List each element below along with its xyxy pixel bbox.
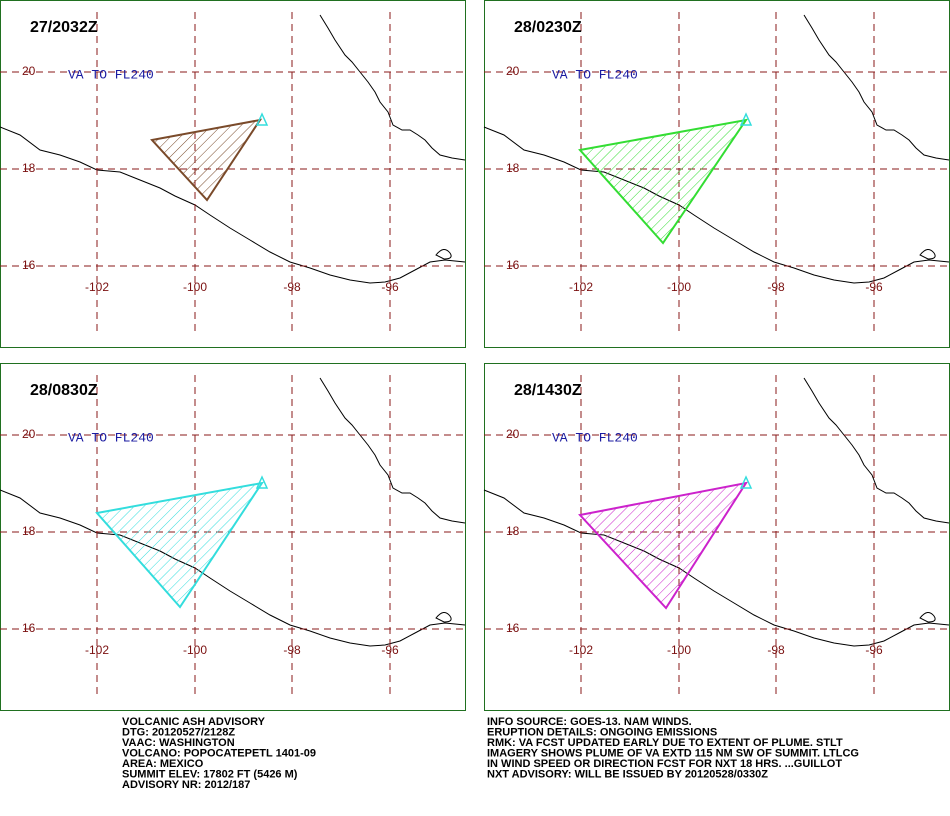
volcano-marker <box>255 112 269 126</box>
island <box>919 249 936 260</box>
lon-label: -98 <box>767 643 785 657</box>
lon-label: -100 <box>183 280 207 294</box>
flight-level: VA TO FL240 <box>68 67 154 82</box>
lon-label: -98 <box>283 643 301 657</box>
lat-label: 18 <box>506 524 520 538</box>
lon-label: -96 <box>865 643 883 657</box>
lon-label: -100 <box>667 280 691 294</box>
advisory-line: AREA: MEXICO <box>122 758 204 770</box>
lon-label: -100 <box>667 643 691 657</box>
ash-plume <box>578 118 749 245</box>
lon-label: -102 <box>85 280 109 294</box>
forecast-time: 28/1430Z <box>514 382 582 399</box>
lat-label: 18 <box>22 161 36 175</box>
advisory-line: NXT ADVISORY: WILL BE ISSUED BY 20120528… <box>487 768 768 780</box>
advisory-line: INFO SOURCE: GOES-13. NAM WINDS. <box>487 716 692 728</box>
island <box>435 612 452 623</box>
panel-frame <box>0 363 466 711</box>
island <box>435 249 452 260</box>
advisory-line: VOLCANIC ASH ADVISORY <box>122 716 266 728</box>
coastline <box>483 126 950 284</box>
forecast-time: 27/2032Z <box>30 19 98 36</box>
lat-label: 16 <box>506 621 520 635</box>
map-panel: 20 18 16 -102 -100 -98 -96 28/1430Z VA TO FL240 <box>483 363 950 711</box>
island <box>919 612 936 623</box>
coastline <box>0 489 466 647</box>
advisory-line: VAAC: WASHINGTON <box>122 737 235 749</box>
forecast-time: 28/0830Z <box>30 382 98 399</box>
panel-frame <box>484 363 950 711</box>
lat-label: 20 <box>506 427 520 441</box>
coastline <box>319 377 466 524</box>
ash-plume <box>95 481 265 609</box>
coastline <box>803 14 950 161</box>
flight-level: VA TO FL240 <box>552 67 638 82</box>
lat-label: 18 <box>22 524 36 538</box>
flight-level: VA TO FL240 <box>68 430 154 445</box>
lon-label: -100 <box>183 643 207 657</box>
lat-label: 20 <box>506 64 520 78</box>
lat-label: 20 <box>22 427 36 441</box>
lon-label: -98 <box>767 280 785 294</box>
lat-label: 16 <box>22 258 36 272</box>
coastline <box>0 126 466 284</box>
forecast-time: 28/0230Z <box>514 19 582 36</box>
lon-label: -96 <box>865 280 883 294</box>
volcano-marker <box>739 475 753 489</box>
advisory-line: ERUPTION DETAILS: ONGOING EMISSIONS <box>487 726 717 738</box>
panel-frame <box>484 0 950 348</box>
map-panel: 20 18 16 -102 -100 -98 -96 28/0830Z VA TO FL240 <box>0 363 466 711</box>
lon-label: -98 <box>283 280 301 294</box>
map-panel: 20 18 16 -102 -100 -98 -96 27/2032Z VA TO FL240 <box>0 0 466 348</box>
advisory-line: IN WIND SPEED OR DIRECTION FCST FOR NXT … <box>487 758 842 770</box>
lat-label: 20 <box>22 64 36 78</box>
ash-plume <box>150 118 263 202</box>
advisory-line: ADVISORY NR: 2012/187 <box>122 779 250 791</box>
lon-label: -102 <box>569 280 593 294</box>
volcano-marker <box>255 475 269 489</box>
volcano-marker <box>739 112 753 126</box>
lat-label: 16 <box>22 621 36 635</box>
advisory-line: DTG: 20120527/2128Z <box>122 726 235 738</box>
lon-label: -96 <box>381 643 399 657</box>
lon-label: -102 <box>85 643 109 657</box>
lon-label: -102 <box>569 643 593 657</box>
lon-label: -96 <box>381 280 399 294</box>
panel-frame <box>0 0 466 348</box>
coastline <box>319 14 466 161</box>
advisory-line: SUMMIT ELEV: 17802 FT (5426 M) <box>122 768 298 780</box>
flight-level: VA TO FL240 <box>552 430 638 445</box>
advisory-line: RMK: VA FCST UPDATED EARLY DUE TO EXTENT… <box>487 737 843 749</box>
ash-plume <box>578 481 749 610</box>
lat-label: 16 <box>506 258 520 272</box>
lat-label: 18 <box>506 161 520 175</box>
coastline <box>803 377 950 524</box>
map-panel: 20 18 16 -102 -100 -98 -96 28/0230Z VA TO FL240 <box>483 0 950 348</box>
advisory-line: VOLCANO: POPOCATEPETL 1401-09 <box>122 747 316 759</box>
coastline <box>483 489 950 647</box>
advisory-line: IMAGERY SHOWS PLUME OF VA EXTD 115 NM SW… <box>487 747 859 759</box>
